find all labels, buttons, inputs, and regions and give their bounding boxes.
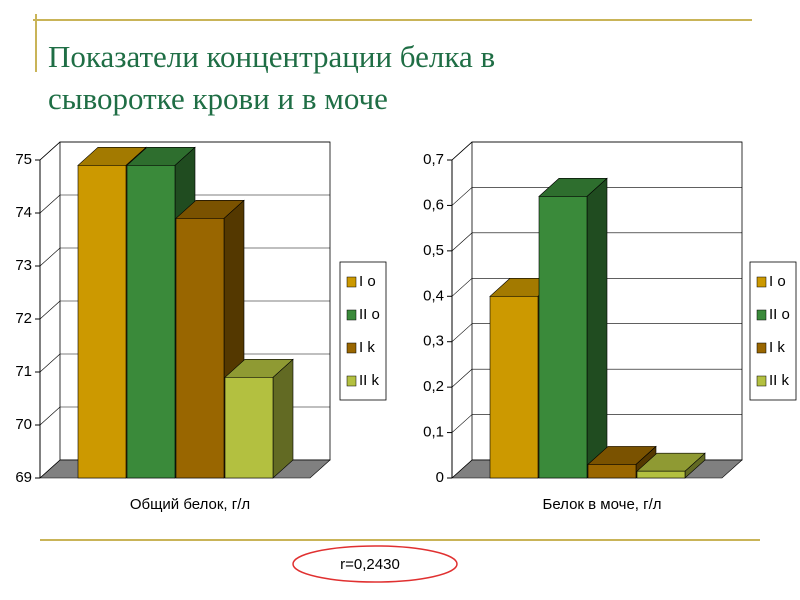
legend-swatch <box>346 375 357 387</box>
x-axis-label: Белок в моче, г/л <box>542 496 661 513</box>
legend-swatch <box>346 309 357 321</box>
x-axis-label: Общий белок, г/л <box>130 496 250 513</box>
grid-line-side <box>451 368 473 388</box>
bar <box>587 464 637 479</box>
grid-line-side <box>451 323 473 342</box>
bar <box>77 165 127 479</box>
legend-swatch <box>346 276 357 288</box>
y-tick-label: 0,4 <box>423 287 444 304</box>
y-tick-label: 0,2 <box>423 378 444 395</box>
y-tick-label: 73 <box>15 257 32 274</box>
bar <box>224 376 274 479</box>
grid-line-side <box>451 459 473 479</box>
legend-label: I k <box>359 339 375 356</box>
title-line: Показатели концентрации белка в <box>48 39 495 74</box>
y-tick-label: 0,5 <box>423 242 444 259</box>
legend-label: II o <box>359 306 380 323</box>
charts: 69 70 71 72 73 74 75 Общий белок, г/л I o II o I k… <box>15 141 797 513</box>
bar <box>636 470 686 479</box>
y-tick-label: 75 <box>15 151 32 168</box>
bar-side <box>272 358 294 479</box>
grid-line-side <box>39 141 61 161</box>
legend-swatch <box>756 309 767 321</box>
grid-line-side <box>451 141 473 161</box>
bar <box>126 165 176 479</box>
grid-line-side <box>39 247 61 267</box>
y-tick-label: 69 <box>15 469 32 486</box>
y-tick-label: 72 <box>15 310 32 327</box>
legend-label: II k <box>769 372 790 389</box>
y-tick-label: 71 <box>15 363 32 380</box>
y-tick-label: 0,3 <box>423 333 444 350</box>
bar <box>489 295 539 479</box>
legend-swatch <box>756 342 767 354</box>
y-tick-label: 0,1 <box>423 424 444 441</box>
legend-label: II o <box>769 306 790 323</box>
y-tick-label: 0,7 <box>423 151 444 168</box>
title-line: сыворотке крови и в моче <box>48 81 388 116</box>
grid-line-side <box>39 406 61 426</box>
bar <box>538 196 588 479</box>
legend-swatch <box>346 342 357 354</box>
legend-label: I o <box>769 273 786 290</box>
legend-label: II k <box>359 372 380 389</box>
legend-swatch <box>756 375 767 387</box>
grid-line-side <box>39 459 61 479</box>
annotation-ellipse <box>292 545 458 583</box>
legend-label: I o <box>359 273 376 290</box>
legend-swatch <box>756 276 767 288</box>
grid-line-side <box>39 194 61 214</box>
annotation: r=0,2430 <box>340 556 400 573</box>
grid-line-side <box>451 187 473 206</box>
slide-title: Показатели концентрации белка в сыворотке… <box>48 39 495 116</box>
y-tick-label: 70 <box>15 416 32 433</box>
y-tick-label: 0,6 <box>423 196 444 213</box>
y-tick-label: 74 <box>15 204 32 221</box>
bar-side <box>586 177 608 479</box>
grid-line-side <box>451 414 473 433</box>
grid-line-side <box>451 232 473 252</box>
grid-line-side <box>451 278 473 297</box>
grid-line-side <box>39 300 61 320</box>
legend-label: I k <box>769 339 785 356</box>
y-tick-label: 0 <box>436 469 444 486</box>
bar <box>175 218 225 479</box>
grid-line-side <box>39 353 61 373</box>
